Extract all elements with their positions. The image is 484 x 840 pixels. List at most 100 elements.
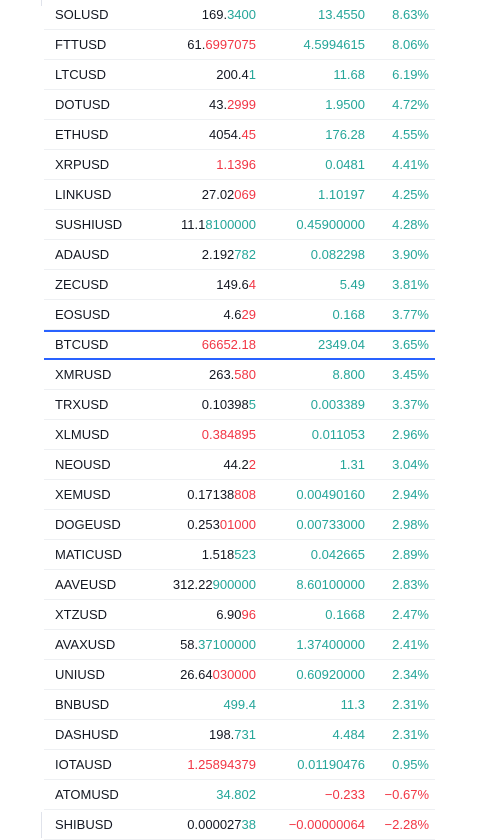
symbol-label: DOGEUSD	[55, 517, 121, 532]
watchlist-row-sushiusd[interactable]: SUSHIUSD 11.18100000 0.45900000 4.28%	[44, 210, 435, 240]
symbol-label: AVAXUSD	[55, 637, 116, 652]
change-value: 176.28	[325, 127, 365, 142]
watchlist-row-adausd[interactable]: ADAUSD 2.192782 0.082298 3.90%	[44, 240, 435, 270]
symbol-label: NEOUSD	[55, 457, 111, 472]
watchlist-row-ltcusd[interactable]: LTCUSD 200.41 11.68 6.19%	[44, 60, 435, 90]
watchlist-row-avaxusd[interactable]: AVAXUSD 58.37100000 1.37400000 2.41%	[44, 630, 435, 660]
symbol-label: ETHUSD	[55, 127, 109, 142]
last-price-changed-digits: 34.802	[216, 787, 256, 802]
symbol-label: IOTAUSD	[55, 757, 112, 772]
watchlist: SOLUSD 169.3400 13.4550 8.63% FTTUSD 61.69970…	[44, 0, 435, 840]
watchlist-row-trxusd[interactable]: TRXUSD 0.103985 0.003389 3.37%	[44, 390, 435, 420]
last-price: 169.3400	[202, 0, 256, 29]
last-price-static-digits: 61.	[187, 37, 206, 52]
change-value: 11.68	[333, 67, 365, 82]
change-percent: −0.67%	[384, 787, 429, 802]
watchlist-row-solusd[interactable]: SOLUSD 169.3400 13.4550 8.63%	[44, 0, 435, 30]
last-price: 4.629	[223, 300, 256, 329]
watchlist-row-dotusd[interactable]: DOTUSD 43.2999 1.9500 4.72%	[44, 90, 435, 120]
change-percent: 6.19%	[392, 67, 429, 82]
last-price: 6.9096	[216, 600, 256, 629]
watchlist-row-fttusd[interactable]: FTTUSD 61.6997075 4.5994615 8.06%	[44, 30, 435, 60]
last-price: 4054.45	[209, 120, 256, 149]
symbol-label: BTCUSD	[55, 337, 109, 352]
last-price-static-digits: 44.2	[223, 457, 249, 472]
last-price-changed-digits: 6997075	[205, 37, 256, 52]
change-percent: 2.31%	[392, 727, 429, 742]
watchlist-row-btcusd[interactable]: BTCUSD 66652.18 2349.04 3.65%	[44, 330, 435, 360]
last-price-changed-digits: 66652.18	[201, 337, 256, 352]
watchlist-row-xmrusd[interactable]: XMRUSD 263.580 8.800 3.45%	[44, 360, 435, 390]
change-percent: 4.25%	[392, 187, 429, 202]
watchlist-row-xtzusd[interactable]: XTZUSD 6.9096 0.1668 2.47%	[44, 600, 435, 630]
last-price-changed-digits: 38	[241, 817, 256, 832]
watchlist-row-shibusd[interactable]: SHIBUSD 0.00002738 −0.00000064 −2.28%	[44, 810, 435, 840]
symbol-label: AAVEUSD	[55, 577, 117, 592]
last-price-changed-digits: 523	[234, 547, 256, 562]
change-percent: 4.28%	[392, 217, 429, 232]
change-percent: 2.94%	[392, 487, 429, 502]
change-value: 5.49	[339, 277, 365, 292]
watchlist-row-ethusd[interactable]: ETHUSD 4054.45 176.28 4.55%	[44, 120, 435, 150]
last-price: 26.64030000	[180, 660, 256, 689]
last-price: 263.580	[209, 360, 256, 389]
watchlist-row-dogeusd[interactable]: DOGEUSD 0.25301000 0.00733000 2.98%	[44, 510, 435, 540]
change-percent: 3.37%	[392, 397, 429, 412]
last-price-static-digits: 1.518	[201, 547, 235, 562]
watchlist-row-linkusd[interactable]: LINKUSD 27.02069 1.10197 4.25%	[44, 180, 435, 210]
watchlist-row-atomusd[interactable]: ATOMUSD 34.802 −0.233 −0.67%	[44, 780, 435, 810]
last-price: 200.41	[216, 60, 256, 89]
symbol-label: ADAUSD	[55, 247, 110, 262]
last-price: 0.103985	[202, 390, 256, 419]
last-price-changed-digits: 2	[248, 457, 256, 472]
last-price-changed-digits: 0.384895	[201, 427, 256, 442]
last-price-static-digits: 312.22	[172, 577, 213, 592]
last-price-changed-digits: 45	[241, 127, 256, 142]
last-price-changed-digits: 3400	[227, 7, 256, 22]
watchlist-row-zecusd[interactable]: ZECUSD 149.64 5.49 3.81%	[44, 270, 435, 300]
watchlist-row-aaveusd[interactable]: AAVEUSD 312.22900000 8.60100000 2.83%	[44, 570, 435, 600]
watchlist-row-uniusd[interactable]: UNIUSD 26.64030000 0.60920000 2.34%	[44, 660, 435, 690]
watchlist-row-neousd[interactable]: NEOUSD 44.22 1.31 3.04%	[44, 450, 435, 480]
watchlist-row-maticusd[interactable]: MATICUSD 1.518523 0.042665 2.89%	[44, 540, 435, 570]
symbol-label: XLMUSD	[55, 427, 110, 442]
symbol-label: XMRUSD	[55, 367, 112, 382]
last-price: 27.02069	[202, 180, 256, 209]
last-price-changed-digits: 731	[234, 727, 256, 742]
last-price: 1.518523	[202, 540, 256, 569]
change-percent: 4.72%	[392, 97, 429, 112]
change-value: 13.4550	[318, 7, 365, 22]
symbol-label: SUSHIUSD	[55, 217, 123, 232]
change-percent: 3.90%	[392, 247, 429, 262]
change-value: 4.484	[332, 727, 365, 742]
watchlist-row-xrpusd[interactable]: XRPUSD 1.1396 0.0481 4.41%	[44, 150, 435, 180]
last-price-static-digits: 169.	[201, 7, 228, 22]
last-price-static-digits: 6.90	[216, 607, 242, 622]
last-price: 1.1396	[216, 150, 256, 179]
symbol-label: EOSUSD	[55, 307, 110, 322]
watchlist-row-bnbusd[interactable]: BNBUSD 499.4 11.3 2.31%	[44, 690, 435, 720]
last-price: 312.22900000	[173, 570, 256, 599]
list-left-edge-bottom	[41, 812, 42, 838]
last-price-static-digits: 11.1	[181, 217, 206, 232]
last-price-changed-digits: 5	[248, 397, 256, 412]
last-price-changed-digits: 808	[234, 487, 256, 502]
watchlist-row-dashusd[interactable]: DASHUSD 198.731 4.484 2.31%	[44, 720, 435, 750]
symbol-label: DOTUSD	[55, 97, 110, 112]
last-price-changed-digits: 782	[234, 247, 256, 262]
watchlist-row-iotausd[interactable]: IOTAUSD 1.25894379 0.01190476 0.95%	[44, 750, 435, 780]
last-price-changed-digits: 1.25894379	[187, 757, 256, 772]
change-value: 0.1668	[325, 607, 365, 622]
last-price: 1.25894379	[187, 750, 256, 779]
change-value: −0.233	[324, 787, 365, 802]
last-price: 43.2999	[209, 90, 256, 119]
symbol-label: ATOMUSD	[55, 787, 119, 802]
last-price: 0.17138808	[187, 480, 256, 509]
watchlist-row-xlmusd[interactable]: XLMUSD 0.384895 0.011053 2.96%	[44, 420, 435, 450]
last-price: 2.192782	[202, 240, 256, 269]
change-percent: 3.65%	[392, 337, 429, 352]
last-price-changed-digits: 4	[248, 277, 256, 292]
watchlist-row-xemusd[interactable]: XEMUSD 0.17138808 0.00490160 2.94%	[44, 480, 435, 510]
symbol-label: XTZUSD	[55, 607, 107, 622]
watchlist-row-eosusd[interactable]: EOSUSD 4.629 0.168 3.77%	[44, 300, 435, 330]
